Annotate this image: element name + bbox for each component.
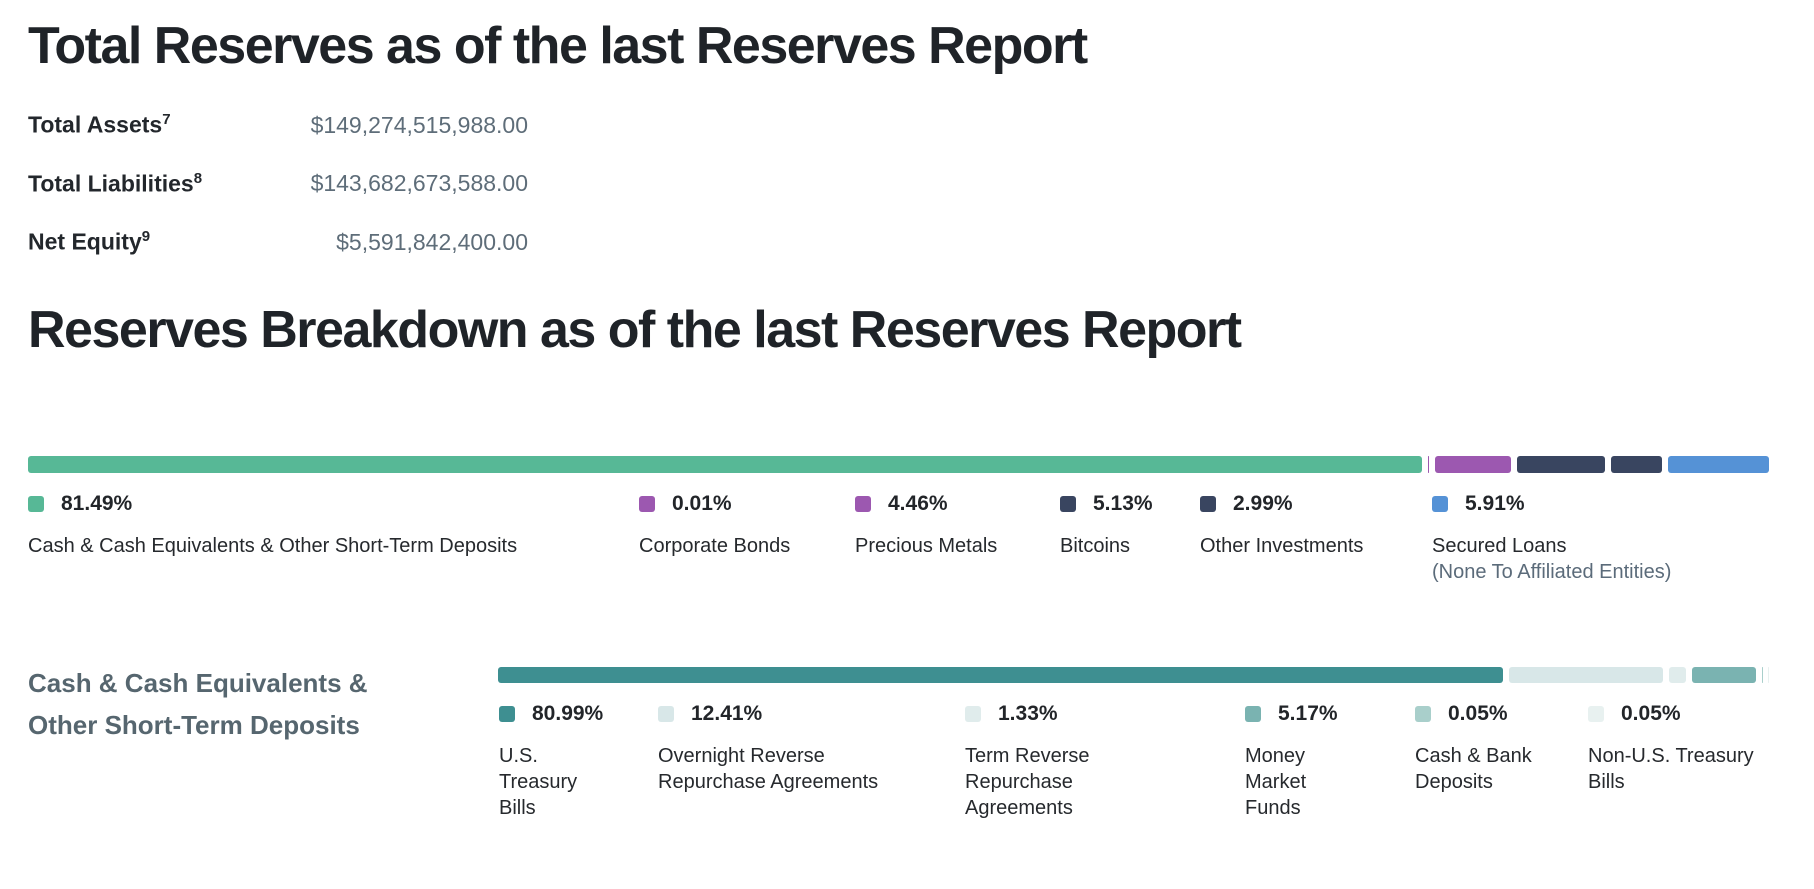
cash-section-label: Cash & Cash Equivalents & Other Short-Te…: [28, 662, 368, 746]
legend-label: Bitcoins: [1060, 535, 1131, 557]
legend-percent: 5.13%: [1093, 492, 1153, 515]
legend-percent: 1.33%: [998, 702, 1058, 725]
legend-item: 80.99% U.S. Treasury Bills: [499, 702, 609, 821]
legend-percent: 81.49%: [61, 492, 133, 515]
legend-item: 2.99% Other Investments: [1200, 492, 1363, 559]
totals-row-label: Total Liabilities8: [28, 169, 203, 197]
legend-percent: 12.41%: [691, 702, 763, 725]
legend-label: Other Investments: [1200, 535, 1364, 557]
bar-segment: [1669, 667, 1686, 683]
legend-item: 5.91% Secured Loans (None To Affiliated En…: [1432, 492, 1671, 585]
totals-row-value: $143,682,673,588.00: [310, 170, 528, 197]
legend-swatch-icon: [1245, 706, 1261, 722]
legend-item: 5.17% Money Market Funds: [1245, 702, 1340, 821]
bar-segment: [1761, 667, 1763, 683]
legend-swatch-icon: [1200, 496, 1216, 512]
totals-row: Net Equity9 $5,591,842,400.00: [28, 223, 528, 256]
legend-percent: 5.91%: [1465, 492, 1525, 515]
totals-row-value: $149,274,515,988.00: [310, 111, 528, 138]
totals-table: Total Assets7 $149,274,515,988.00 Total Li…: [28, 106, 528, 282]
legend-item: 0.01% Corporate Bonds: [639, 492, 790, 559]
legend-swatch-icon: [1415, 706, 1431, 722]
total-reserves-title: Total Reserves as of the last Reserves R…: [28, 17, 1088, 75]
footnote-marker: 7: [162, 111, 171, 128]
legend-item: 81.49% Cash & Cash Equivalents & Other Sh…: [28, 492, 517, 559]
totals-row-label: Total Assets7: [28, 111, 171, 138]
legend-label: Overnight Reverse Repurchase Agreements: [658, 745, 879, 793]
legend-swatch-icon: [639, 496, 655, 512]
bar-segment: [1434, 456, 1511, 473]
bar-segment: [1509, 667, 1664, 683]
legend-percent: 2.99%: [1233, 492, 1293, 515]
legend-label: Corporate Bonds: [639, 535, 791, 557]
legend-note: (None To Affiliated Entities): [1432, 561, 1672, 583]
legend-item: 0.05% Cash & Bank Deposits: [1415, 702, 1555, 795]
legend-label: Term Reverse Repurchase Agreements: [965, 745, 1090, 819]
bar-segment: [1691, 667, 1756, 683]
bar-segment: [1667, 456, 1769, 473]
cash-section-label-line1: Cash & Cash Equivalents &: [28, 668, 368, 698]
legend-swatch-icon: [855, 496, 871, 512]
legend-swatch-icon: [965, 706, 981, 722]
totals-row-value: $5,591,842,400.00: [336, 228, 528, 255]
totals-row: Total Assets7 $149,274,515,988.00: [28, 106, 528, 139]
cash-breakdown-bar: [498, 667, 1769, 683]
legend-swatch-icon: [1432, 496, 1448, 512]
legend-swatch-icon: [499, 706, 515, 722]
footnote-marker: 8: [193, 169, 203, 187]
bar-segment: [1516, 456, 1605, 473]
reserves-breakdown-bar: [28, 456, 1769, 473]
cash-section-label-line2: Other Short-Term Deposits: [28, 710, 360, 740]
legend-label: Cash & Cash Equivalents & Other Short-Te…: [28, 535, 518, 557]
legend-label: Precious Metals: [855, 535, 998, 557]
legend-label: Non-U.S. Treasury Bills: [1588, 745, 1754, 793]
legend-percent: 0.01%: [672, 492, 732, 515]
legend-percent: 0.05%: [1448, 702, 1508, 725]
legend-percent: 0.05%: [1621, 702, 1681, 725]
bar-segment: [1610, 456, 1662, 473]
legend-swatch-icon: [28, 496, 44, 512]
bar-segment: [28, 456, 1423, 473]
legend-percent: 5.17%: [1278, 702, 1338, 725]
legend-swatch-icon: [658, 706, 674, 722]
footnote-marker: 9: [141, 228, 151, 246]
totals-row-label: Net Equity9: [28, 228, 151, 255]
legend-label: Cash & Bank Deposits: [1415, 745, 1532, 793]
legend-label: U.S. Treasury Bills: [499, 745, 578, 819]
legend-swatch-icon: [1060, 496, 1076, 512]
legend-item: 4.46% Precious Metals: [855, 492, 997, 559]
bar-segment: [498, 667, 1504, 683]
legend-percent: 80.99%: [532, 702, 604, 725]
totals-row: Total Liabilities8 $143,682,673,588.00: [28, 165, 528, 198]
legend-percent: 4.46%: [888, 492, 948, 515]
reserves-breakdown-title: Reserves Breakdown as of the last Reserv…: [28, 301, 1242, 359]
legend-item: 1.33% Term Reverse Repurchase Agreements: [965, 702, 1110, 821]
legend-item: 0.05% Non-U.S. Treasury Bills: [1588, 702, 1758, 795]
bar-segment: [1768, 667, 1769, 683]
legend-label: Money Market Funds: [1245, 745, 1307, 819]
legend-item: 5.13% Bitcoins: [1060, 492, 1153, 559]
legend-swatch-icon: [1588, 706, 1604, 722]
legend-item: 12.41% Overnight Reverse Repurchase Agree…: [658, 702, 913, 795]
legend-label: Secured Loans: [1432, 535, 1567, 557]
